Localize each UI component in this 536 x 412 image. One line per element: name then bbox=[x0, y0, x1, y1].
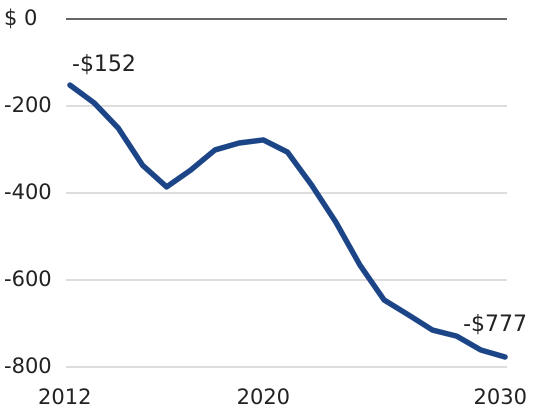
x-tick-label: 2030 bbox=[474, 385, 527, 409]
x-tick-label: 2012 bbox=[38, 385, 91, 409]
x-tick-label: 2020 bbox=[237, 385, 290, 409]
y-tick-label: -600 bbox=[4, 267, 52, 291]
y-tick-label: -800 bbox=[4, 354, 52, 378]
y-tick-label: -400 bbox=[4, 180, 52, 204]
value-label: -$777 bbox=[463, 312, 527, 337]
value-label: -$152 bbox=[72, 52, 136, 77]
line bbox=[67, 82, 508, 360]
y-tick-label: $ 0 bbox=[4, 6, 37, 30]
y-tick-label: -200 bbox=[4, 93, 52, 117]
